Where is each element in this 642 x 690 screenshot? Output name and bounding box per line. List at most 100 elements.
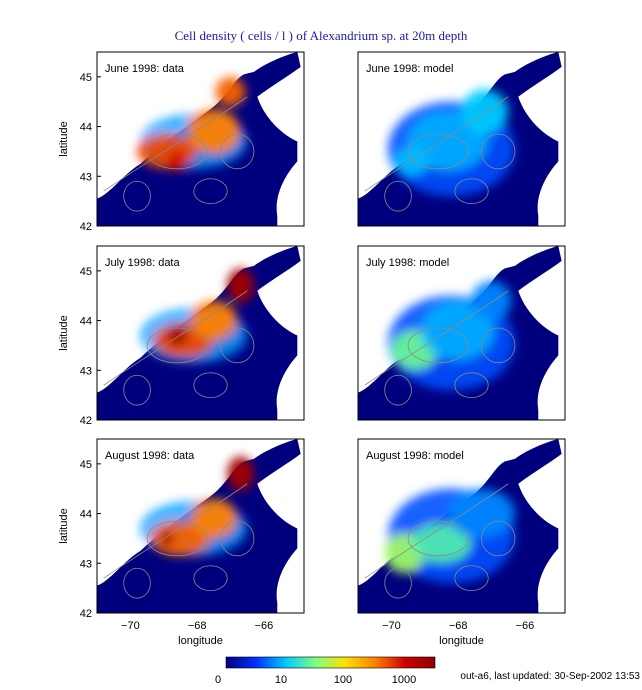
contour-coast (103, 483, 248, 579)
map-area (358, 246, 565, 420)
ylabel: latitude (58, 315, 70, 350)
panel-title: August 1998: data (105, 450, 195, 462)
ylabel: latitude (58, 508, 70, 543)
axes-frame (96, 51, 305, 227)
contour-2 (123, 374, 151, 406)
xtick-label: −70 (121, 620, 140, 632)
bloom-layer (384, 488, 515, 584)
contour-0 (146, 133, 208, 170)
contour-0 (407, 133, 469, 170)
xtick-label: −70 (382, 620, 401, 632)
contour-1 (193, 565, 228, 592)
ytick-label: 43 (80, 558, 92, 570)
contour-2 (384, 374, 412, 406)
map-area (358, 439, 565, 613)
footer-note: out-a6, last updated: 30-Sep-2002 13:53 (460, 671, 640, 682)
bathymetry-contours (103, 96, 255, 212)
contour-0 (407, 520, 469, 557)
ytick-label: 45 (80, 459, 92, 471)
contour-2 (123, 180, 151, 212)
colorbar-ramp (225, 656, 436, 669)
contour-3 (481, 520, 516, 557)
panel-august-data: August 1998: data 42 43 44 45 −70 −68 −66 latitu… (58, 438, 305, 647)
contour-coast (364, 96, 509, 192)
bloom-1 (461, 89, 509, 135)
contour-1 (454, 178, 489, 205)
xtick-label: −66 (255, 620, 274, 632)
bloom-layer (388, 89, 515, 197)
bloom-2 (227, 268, 254, 304)
colorbar-tick-label: 1000 (392, 674, 416, 686)
colorbar-tick-label: 10 (275, 674, 287, 686)
panel-july-model: July 1998: model (357, 245, 566, 421)
contour-1 (454, 565, 489, 592)
contour-2 (384, 567, 412, 599)
bathymetry-contours (103, 483, 255, 599)
bathymetry-contours (364, 290, 516, 406)
axes-frame (357, 51, 566, 227)
contour-3 (220, 327, 255, 364)
xtick-label: −66 (516, 620, 535, 632)
figure-title: Cell density ( cells / l ) of Alexandriu… (174, 28, 468, 43)
contour-coast (364, 290, 509, 386)
bathymetry-contours (364, 483, 516, 599)
contour-coast (103, 96, 248, 192)
panel-title: August 1998: model (366, 450, 464, 462)
bloom-2 (215, 76, 246, 107)
map-area (97, 439, 304, 613)
bloom-1 (190, 498, 238, 539)
bloom-1 (190, 300, 238, 341)
xlabel: longitude (439, 635, 484, 647)
bloom-3 (167, 151, 188, 172)
contour-0 (146, 327, 208, 364)
contour-0 (146, 520, 208, 557)
panel-july-data: July 1998: data 42 43 44 45 latitude (58, 245, 305, 427)
ytick-label: 42 (80, 221, 92, 233)
map-area (97, 52, 304, 226)
bloom-1 (411, 523, 472, 564)
bloom-1 (187, 109, 241, 154)
panel-august-model: August 1998: model −70 −68 −66 longitude (357, 438, 566, 647)
contour-coast (103, 290, 248, 386)
bloom-2 (448, 488, 515, 539)
contour-3 (481, 133, 516, 170)
bloom-layer (137, 76, 248, 172)
panel-title: July 1998: model (366, 257, 449, 269)
map-area (358, 52, 565, 226)
ytick-label: 43 (80, 365, 92, 377)
ytick-label: 43 (80, 171, 92, 183)
bloom-2 (227, 456, 254, 492)
ytick-label: 45 (80, 72, 92, 84)
xtick-label: −68 (188, 620, 207, 632)
contour-2 (384, 180, 412, 212)
contour-coast (364, 483, 509, 579)
colorbar-tick-label: 0 (215, 674, 221, 686)
contour-0 (407, 327, 469, 364)
contour-1 (454, 372, 489, 399)
contour-3 (220, 520, 255, 557)
ytick-label: 42 (80, 415, 92, 427)
panel-title: June 1998: model (366, 63, 453, 75)
bloom-1 (421, 300, 495, 361)
axes-frame (357, 438, 566, 614)
panel-june-model: June 1998: model (357, 51, 566, 227)
map-area (97, 246, 304, 420)
contour-2 (123, 567, 151, 599)
bathymetry-contours (103, 290, 255, 406)
panel-title: June 1998: data (105, 63, 185, 75)
ytick-label: 45 (80, 266, 92, 278)
contour-3 (220, 133, 255, 170)
bloom-layer (388, 280, 515, 391)
bathymetry-contours (364, 96, 516, 212)
contour-1 (193, 372, 228, 399)
xtick-label: −68 (449, 620, 468, 632)
bloom-2 (394, 146, 429, 177)
ytick-label: 44 (80, 122, 92, 134)
panel-june-data: June 1998: data 42 43 44 45 latitude (58, 51, 305, 233)
ytick-label: 42 (80, 608, 92, 620)
ylabel: latitude (58, 121, 70, 156)
contour-1 (193, 178, 228, 205)
colorbar: 0 10 100 1000 (215, 656, 436, 686)
contour-3 (481, 327, 516, 364)
